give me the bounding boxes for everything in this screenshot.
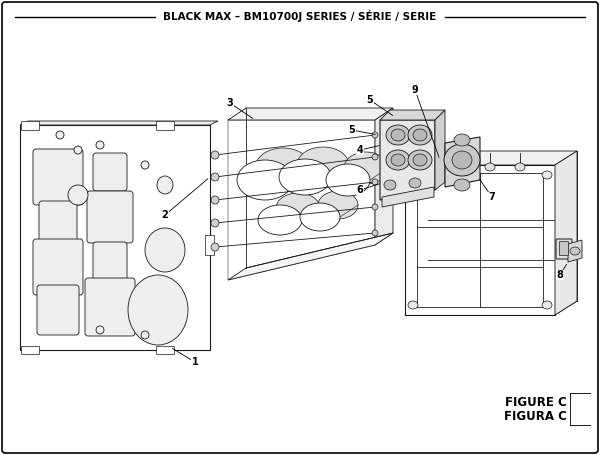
Ellipse shape xyxy=(141,331,149,339)
Ellipse shape xyxy=(145,228,185,272)
Text: 9: 9 xyxy=(412,85,418,95)
Text: 1: 1 xyxy=(191,357,199,367)
Polygon shape xyxy=(380,120,435,200)
Ellipse shape xyxy=(255,148,311,188)
Polygon shape xyxy=(228,120,375,280)
Ellipse shape xyxy=(465,163,475,171)
Ellipse shape xyxy=(408,301,418,309)
Ellipse shape xyxy=(435,163,445,171)
Text: 2: 2 xyxy=(161,210,169,220)
FancyBboxPatch shape xyxy=(93,153,127,191)
Bar xyxy=(156,346,174,354)
Ellipse shape xyxy=(542,171,552,179)
Ellipse shape xyxy=(454,179,470,191)
Bar xyxy=(205,235,214,255)
Ellipse shape xyxy=(409,178,421,188)
Polygon shape xyxy=(555,151,577,315)
Text: 4: 4 xyxy=(356,145,364,155)
Polygon shape xyxy=(382,187,434,207)
Ellipse shape xyxy=(297,147,349,183)
Text: 5: 5 xyxy=(349,125,355,135)
Text: 5: 5 xyxy=(367,95,373,105)
Text: FIGURE C: FIGURE C xyxy=(505,396,567,410)
Ellipse shape xyxy=(326,164,370,196)
Polygon shape xyxy=(435,110,445,190)
Ellipse shape xyxy=(515,163,525,171)
FancyBboxPatch shape xyxy=(87,191,133,243)
FancyBboxPatch shape xyxy=(85,278,135,336)
Ellipse shape xyxy=(300,203,340,231)
Polygon shape xyxy=(445,137,480,187)
Ellipse shape xyxy=(452,151,472,169)
FancyBboxPatch shape xyxy=(33,239,83,295)
Text: 3: 3 xyxy=(227,98,233,108)
Ellipse shape xyxy=(372,204,378,210)
Ellipse shape xyxy=(372,230,378,236)
Ellipse shape xyxy=(258,205,302,235)
Ellipse shape xyxy=(372,179,378,185)
Ellipse shape xyxy=(211,243,219,251)
FancyBboxPatch shape xyxy=(556,239,572,259)
Ellipse shape xyxy=(96,326,104,334)
Ellipse shape xyxy=(211,151,219,159)
Polygon shape xyxy=(228,108,393,120)
Ellipse shape xyxy=(408,171,418,179)
Text: FIGURA C: FIGURA C xyxy=(504,410,567,424)
Polygon shape xyxy=(20,121,218,125)
FancyBboxPatch shape xyxy=(93,242,127,282)
Ellipse shape xyxy=(96,141,104,149)
Ellipse shape xyxy=(570,247,580,255)
Ellipse shape xyxy=(74,146,82,154)
FancyBboxPatch shape xyxy=(37,285,79,335)
Ellipse shape xyxy=(384,180,396,190)
Ellipse shape xyxy=(386,125,410,145)
Ellipse shape xyxy=(318,191,358,219)
Ellipse shape xyxy=(279,159,331,195)
Ellipse shape xyxy=(372,132,378,138)
Text: BLACK MAX – BM10700J SERIES / SÉRIE / SERIE: BLACK MAX – BM10700J SERIES / SÉRIE / SE… xyxy=(163,10,437,22)
Ellipse shape xyxy=(444,144,480,176)
Bar xyxy=(156,121,174,130)
Ellipse shape xyxy=(542,301,552,309)
Ellipse shape xyxy=(211,219,219,227)
Ellipse shape xyxy=(454,134,470,146)
Ellipse shape xyxy=(413,129,427,141)
Polygon shape xyxy=(568,240,582,262)
Ellipse shape xyxy=(211,196,219,204)
Ellipse shape xyxy=(141,161,149,169)
Ellipse shape xyxy=(413,154,427,166)
Ellipse shape xyxy=(128,275,188,345)
Ellipse shape xyxy=(485,163,495,171)
Ellipse shape xyxy=(372,154,378,160)
FancyBboxPatch shape xyxy=(39,201,77,243)
Ellipse shape xyxy=(157,176,173,194)
Ellipse shape xyxy=(276,193,320,223)
Text: 6: 6 xyxy=(356,185,364,195)
Polygon shape xyxy=(228,233,393,280)
Bar xyxy=(21,121,39,130)
Ellipse shape xyxy=(391,154,405,166)
Polygon shape xyxy=(405,165,555,315)
Ellipse shape xyxy=(68,185,88,205)
Ellipse shape xyxy=(237,160,293,200)
Text: 8: 8 xyxy=(557,270,563,280)
Ellipse shape xyxy=(386,150,410,170)
Polygon shape xyxy=(380,110,445,120)
Polygon shape xyxy=(375,108,393,245)
FancyBboxPatch shape xyxy=(560,242,569,256)
Ellipse shape xyxy=(344,152,388,184)
Polygon shape xyxy=(20,125,210,350)
Polygon shape xyxy=(405,151,577,165)
FancyBboxPatch shape xyxy=(33,149,83,205)
Ellipse shape xyxy=(211,173,219,181)
Ellipse shape xyxy=(408,150,432,170)
Ellipse shape xyxy=(408,125,432,145)
Text: 7: 7 xyxy=(488,192,496,202)
Ellipse shape xyxy=(391,129,405,141)
Ellipse shape xyxy=(56,131,64,139)
Bar xyxy=(21,346,39,354)
